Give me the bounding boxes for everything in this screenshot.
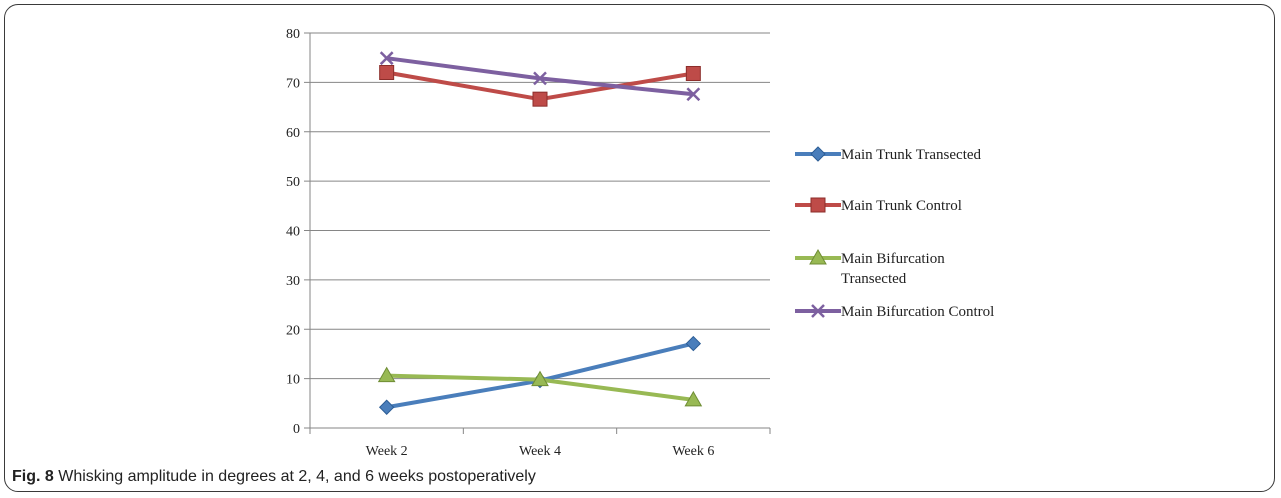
grid-lines: [310, 32, 770, 380]
x-tick-label: Week 2: [366, 444, 408, 459]
legend-marker: [809, 248, 827, 265]
y-tick-label: 80: [286, 27, 300, 42]
data-point: [532, 91, 548, 107]
data-point: [685, 65, 701, 81]
data-point: [686, 87, 701, 102]
series-line: [386, 56, 694, 97]
y-tick-label: 10: [286, 373, 300, 388]
legend-marker: [810, 197, 826, 213]
series-lines: [377, 51, 703, 415]
legend-marker: [811, 304, 825, 318]
y-tick-label: 70: [286, 76, 300, 91]
data-point: [379, 51, 394, 66]
figure-frame: [4, 4, 1275, 492]
data-point: [379, 65, 395, 80]
caption-text: Whisking amplitude in degrees at 2, 4, a…: [53, 468, 536, 485]
legend: Main Trunk Transected Main Trunk Control M…: [795, 146, 994, 320]
y-tick-label: 20: [286, 323, 300, 338]
data-point: [684, 390, 703, 407]
legend-label: Main Bifurcation Control: [841, 304, 994, 320]
legend-marker: [810, 146, 826, 162]
data-point: [377, 366, 396, 383]
legend-label: Main Bifurcation Transected: [841, 251, 945, 287]
y-tick-label: 0: [293, 422, 300, 437]
y-tick-label: 40: [286, 225, 300, 240]
axes: [304, 32, 771, 434]
data-point: [685, 335, 702, 352]
legend-label: Main Trunk Control: [841, 198, 962, 214]
x-tick-labels: Week 2 Week 4 Week 6: [366, 444, 715, 459]
y-tick-labels: 0 10 20 30 40 50 60 70 80: [286, 27, 300, 437]
caption-label: Fig. 8: [12, 468, 54, 485]
y-tick-label: 60: [286, 126, 300, 141]
legend-label: Main Trunk Transected: [841, 147, 982, 163]
x-tick-label: Week 4: [519, 444, 561, 459]
x-tick-label: Week 6: [672, 444, 714, 459]
figure-caption: Fig. 8 Whisking amplitude in degrees at …: [12, 468, 536, 486]
y-tick-label: 30: [286, 274, 300, 289]
data-point: [531, 370, 549, 387]
line-chart: 0 10 20 30 40 50 60 70 80 Week 2 Week 4 Week 6 Mai…: [286, 27, 994, 459]
data-point: [378, 399, 395, 415]
y-tick-label: 50: [286, 175, 300, 190]
data-point: [533, 71, 547, 86]
